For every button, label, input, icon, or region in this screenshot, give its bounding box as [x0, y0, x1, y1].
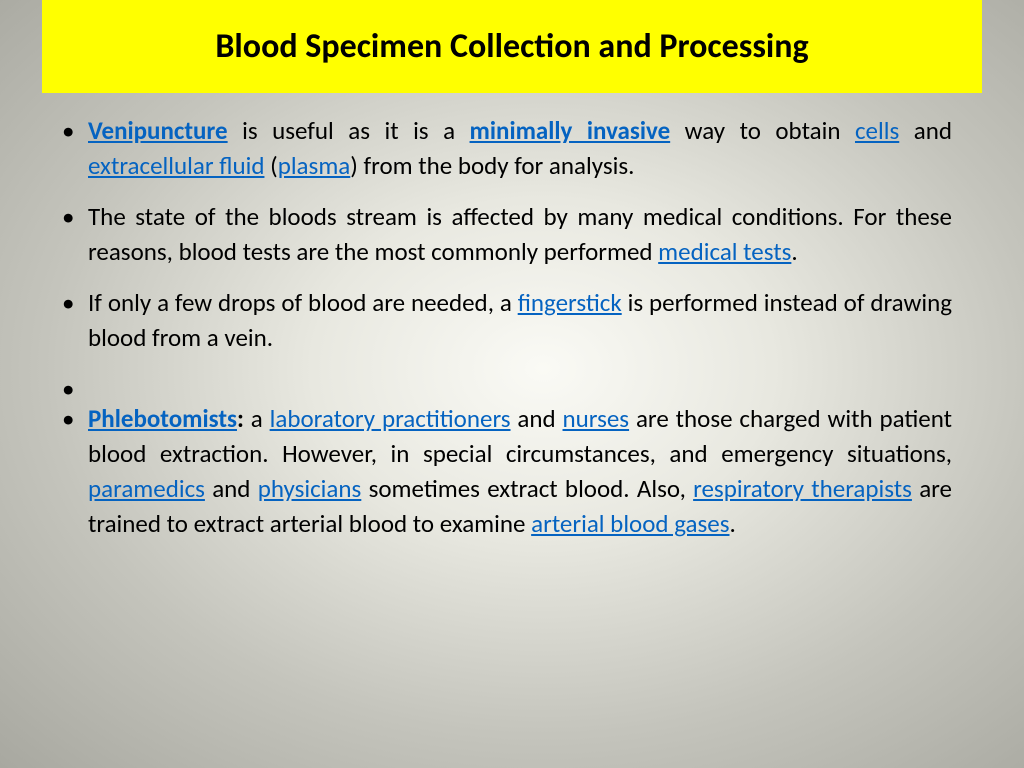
- text-run: The state of the bloods stream is affect…: [88, 201, 952, 267]
- bullet-item: Venipuncture is useful as it is a minima…: [52, 113, 952, 183]
- hyperlink[interactable]: arterial blood gases: [531, 508, 729, 539]
- bullet-item: The state of the bloods stream is affect…: [52, 199, 952, 269]
- hyperlink[interactable]: minimally invasive: [470, 115, 671, 146]
- text-run: .: [729, 508, 735, 539]
- slide-title: Blood Specimen Collection and Processing: [62, 26, 962, 67]
- hyperlink[interactable]: medical tests: [658, 236, 791, 267]
- hyperlink[interactable]: plasma: [278, 150, 351, 181]
- hyperlink[interactable]: fingerstick: [518, 287, 622, 318]
- hyperlink[interactable]: Venipuncture: [88, 115, 228, 146]
- hyperlink[interactable]: nurses: [563, 403, 630, 434]
- hyperlink[interactable]: cells: [855, 115, 899, 146]
- text-run: way to obtain: [670, 115, 855, 146]
- text-run: :: [237, 403, 244, 434]
- text-run: sometimes extract blood. Also,: [361, 473, 693, 504]
- bullet-item: If only a few drops of blood are needed,…: [52, 285, 952, 355]
- bullet-item: Phlebotomists: a laboratory practitioner…: [52, 401, 952, 541]
- bullet-list: Venipuncture is useful as it is a minima…: [52, 113, 952, 541]
- hyperlink[interactable]: physicians: [258, 473, 362, 504]
- text-run: and: [511, 403, 563, 434]
- bullet-item: [52, 371, 952, 391]
- text-run: and: [205, 473, 258, 504]
- slide-content: Venipuncture is useful as it is a minima…: [0, 93, 1024, 577]
- text-run: .: [791, 236, 797, 267]
- title-bar: Blood Specimen Collection and Processing: [42, 0, 982, 93]
- hyperlink[interactable]: paramedics: [88, 473, 205, 504]
- hyperlink[interactable]: extracellular fluid: [88, 150, 264, 181]
- hyperlink[interactable]: Phlebotomists: [88, 403, 237, 434]
- text-run: (: [264, 150, 277, 181]
- text-run: If only a few drops of blood are needed,…: [88, 287, 518, 318]
- text-run: and: [899, 115, 952, 146]
- text-run: a: [244, 403, 270, 434]
- text-run: is useful as it is a: [228, 115, 470, 146]
- text-run: ) from the body for analysis.: [350, 150, 634, 181]
- hyperlink[interactable]: respiratory therapists: [693, 473, 912, 504]
- hyperlink[interactable]: laboratory practitioners: [270, 403, 511, 434]
